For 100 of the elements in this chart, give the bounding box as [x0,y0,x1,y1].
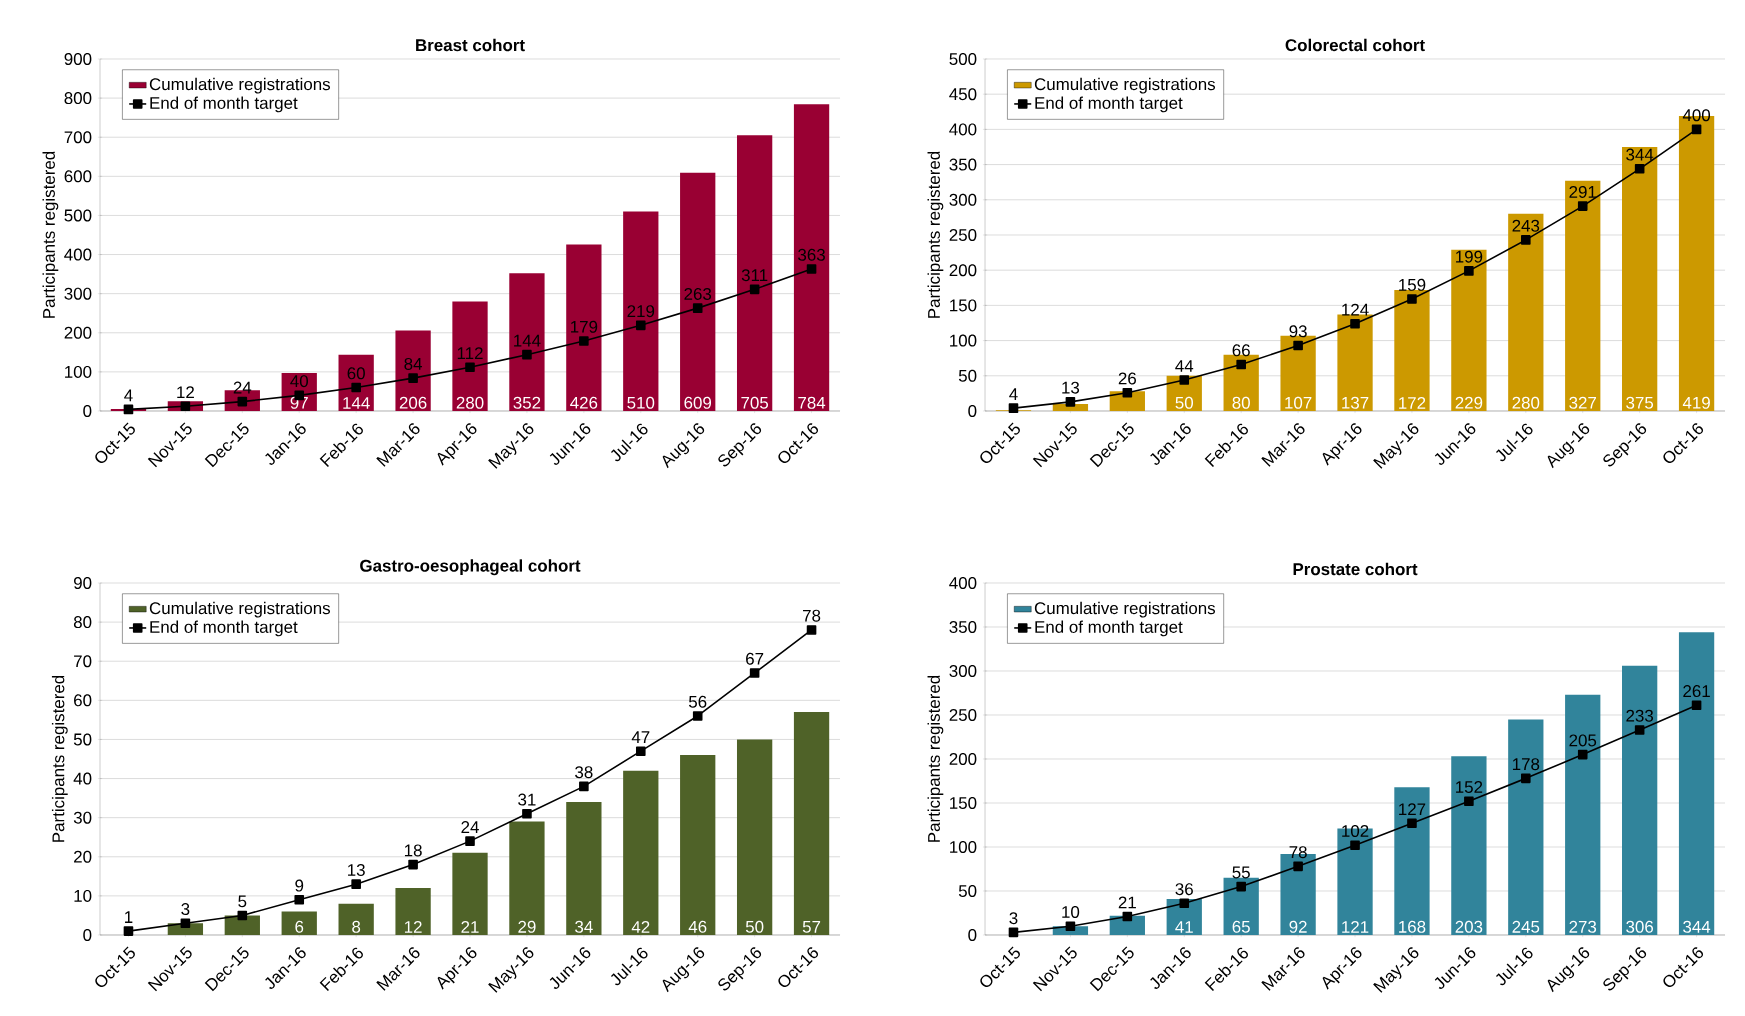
data-label: 4 [1009,388,1018,400]
y-tick-label: 50 [73,733,92,746]
y-tick-label: 350 [949,621,977,633]
data-label: 705 [741,396,769,409]
data-label: 46 [688,920,707,933]
y-axis-title: Participants registered [927,151,944,318]
data-label: 41 [1175,921,1193,933]
point [1521,773,1531,784]
data-label: 12 [177,386,194,399]
y-tick-label: 900 [64,53,92,65]
data-label: 199 [1456,250,1483,263]
bar [793,104,830,411]
data-label: 107 [1285,396,1312,409]
y-tick-label: 0 [83,929,92,941]
y-tick-label: 250 [949,228,977,241]
data-label: 172 [1399,396,1426,409]
data-label: 144 [343,397,370,409]
y-tick-label: 400 [64,248,92,261]
legend-label: End of month target [1035,96,1183,113]
data-label: 243 [1512,219,1540,232]
point [465,362,475,372]
point [351,879,361,889]
legend-label: End of month target [150,96,298,113]
data-label: 50 [745,920,764,933]
data-label: 144 [514,334,541,347]
point [635,320,646,331]
y-tick-label: 400 [949,123,977,136]
data-label: 273 [1569,920,1597,933]
data-label: 219 [627,305,655,318]
chart-title: Colorectal cohort [1285,38,1425,52]
data-label: 80 [1232,396,1250,409]
bar [680,172,716,411]
bar [281,911,317,935]
data-label: 10 [1062,906,1080,919]
data-label: 8 [352,920,361,933]
point [749,284,760,295]
bar [623,770,659,935]
point [237,910,248,921]
data-label: 352 [513,396,541,409]
bar [1678,632,1715,935]
data-label: 263 [684,287,712,300]
point [1293,861,1303,872]
y-tick-label: 40 [73,772,92,785]
bar [509,821,545,935]
data-label: 66 [1232,344,1250,357]
legend-label: End of month target [1035,620,1183,637]
data-label: 179 [571,320,598,333]
y-tick-label: 30 [73,811,92,824]
bar [452,852,488,935]
point [1122,911,1133,922]
data-label: 426 [570,396,598,409]
bar [338,903,374,935]
y-tick-label: 200 [949,264,977,277]
data-label: 784 [798,396,826,409]
y-axis-title: Participants registered [927,675,944,842]
bar [395,888,431,935]
y-tick-label: 200 [64,326,92,339]
legend-label: Cumulative registrations [149,77,331,94]
point [1236,359,1246,370]
data-label: 159 [1399,278,1426,291]
point [1008,403,1019,413]
point [1577,749,1588,760]
point [749,668,760,678]
y-tick-label: 80 [73,616,92,629]
data-label: 21 [461,920,479,933]
y-tick-label: 500 [64,209,92,222]
y-tick-label: 350 [949,158,977,171]
bar [1451,756,1487,935]
data-label: 203 [1455,920,1483,933]
data-label: 44 [1175,360,1194,372]
y-tick-label: 0 [83,404,92,417]
data-label: 3 [1009,912,1018,925]
data-label: 306 [1626,920,1654,933]
y-tick-label: 150 [950,299,977,312]
bar [1622,146,1658,411]
data-label: 127 [1399,803,1426,816]
data-label: 34 [575,920,593,933]
bar [509,273,545,411]
chart-title: Gastro-oesophageal cohort [360,559,581,576]
point [692,303,703,313]
y-axis-title: Participants registered [51,675,68,842]
data-label: 24 [461,821,479,833]
point [1634,725,1645,735]
bar [224,915,260,935]
data-label: 245 [1512,920,1540,933]
data-label: 47 [631,731,650,743]
data-label: 206 [399,396,427,409]
point [579,336,589,346]
point [123,926,134,936]
data-label: 112 [457,347,483,359]
bar [566,802,602,935]
data-label: 67 [746,652,764,665]
data-label: 65 [1232,920,1250,933]
data-label: 168 [1399,920,1426,933]
bar [1223,877,1259,935]
bar [1508,719,1544,935]
data-label: 205 [1569,734,1597,747]
y-tick-label: 500 [949,52,977,65]
bar [1565,180,1601,411]
data-label: 229 [1455,396,1483,409]
